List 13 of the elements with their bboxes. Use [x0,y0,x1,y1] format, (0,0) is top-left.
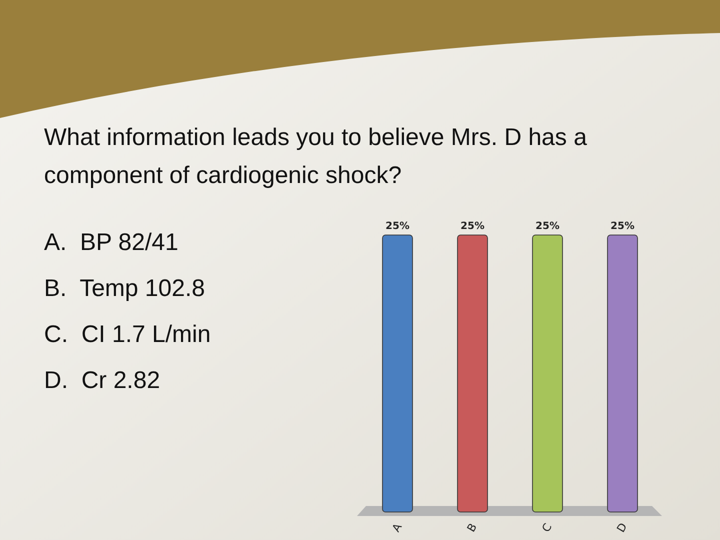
x-tick-label: B [464,521,480,534]
chart-title: What information leads you to believe Mrs. D has a component of cardiogenic shock? [44,124,588,189]
text: D. Cr 2.82 [44,367,160,394]
x-tick-label: C [540,520,555,534]
data-label: 25% [460,221,484,232]
x-tick-label: D [614,520,630,535]
x-tick-label: A [390,520,405,534]
text: B. Temp 102.8 [44,275,205,302]
text: C. CI 1.7 L/min [44,321,211,348]
data-label: 25% [610,221,634,232]
data-label: 25% [536,221,560,232]
data-label: 25% [386,221,410,232]
text: A. BP 82/41 [44,229,178,256]
